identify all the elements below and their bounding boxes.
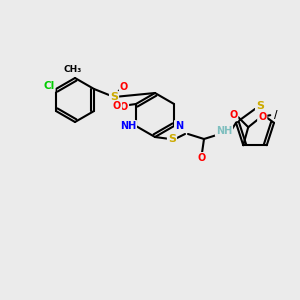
Text: S: S: [168, 134, 176, 144]
Text: O: O: [113, 101, 121, 111]
Text: NH: NH: [120, 121, 136, 131]
Text: O: O: [229, 110, 237, 120]
Text: S: S: [110, 92, 118, 102]
Text: /: /: [274, 110, 278, 120]
Text: O: O: [198, 153, 206, 163]
Text: O: O: [120, 82, 128, 92]
Text: O: O: [120, 102, 128, 112]
Text: N: N: [175, 121, 183, 131]
Text: O: O: [258, 112, 266, 122]
Text: NH: NH: [216, 126, 232, 136]
Text: Cl: Cl: [43, 81, 55, 91]
Text: CH₃: CH₃: [64, 65, 82, 74]
Text: S: S: [256, 101, 264, 111]
